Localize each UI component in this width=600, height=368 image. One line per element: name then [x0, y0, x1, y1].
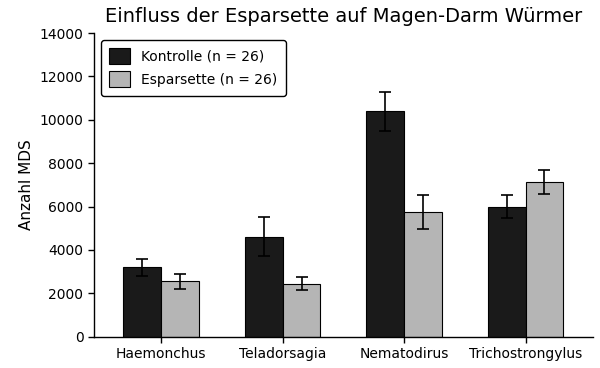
Bar	[161, 282, 199, 337]
Bar	[488, 206, 526, 337]
Title: Einfluss der Esparsette auf Magen-Darm Würmer: Einfluss der Esparsette auf Magen-Darm W…	[105, 7, 582, 26]
Bar	[526, 181, 563, 337]
Bar	[367, 111, 404, 337]
Bar	[404, 212, 442, 337]
Y-axis label: Anzahl MDS: Anzahl MDS	[19, 139, 34, 230]
Legend: Kontrolle (n = 26), Esparsette (n = 26): Kontrolle (n = 26), Esparsette (n = 26)	[101, 40, 286, 96]
Bar	[283, 283, 320, 337]
Bar	[124, 267, 161, 337]
Bar	[245, 237, 283, 337]
